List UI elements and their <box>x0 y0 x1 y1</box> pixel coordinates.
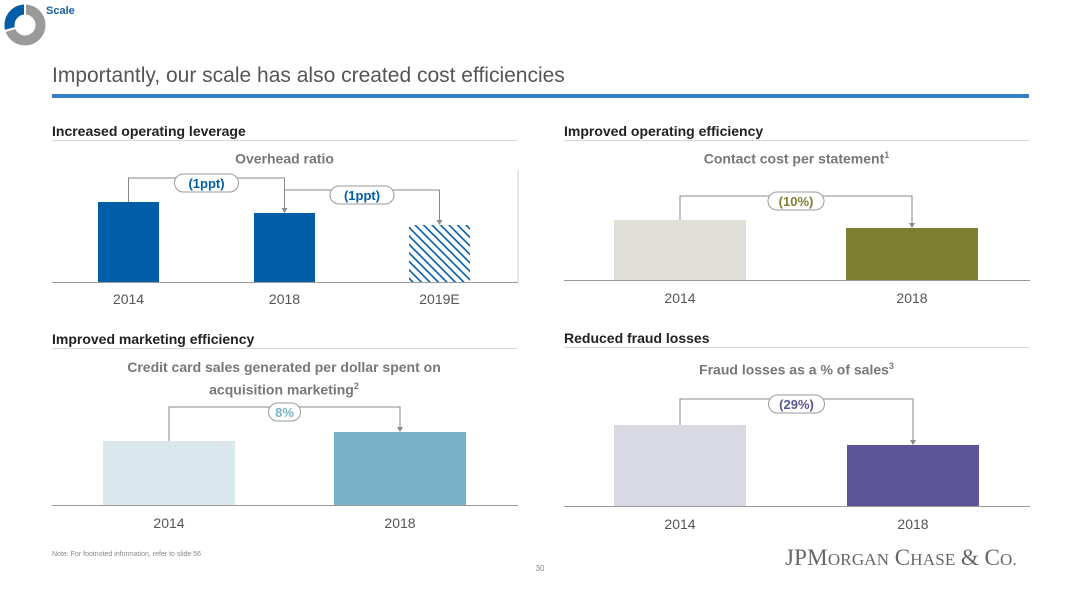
panel-heading-marketing-efficiency: Improved marketing efficiency <box>52 331 255 347</box>
change-label-pill <box>768 394 825 414</box>
bar-2018 <box>847 445 979 506</box>
fraud-losses-chart: 2014 2018 (29%) <box>564 394 1030 532</box>
bracket-arrow <box>397 427 403 432</box>
company-logo: JPMORGAN CHASE & CO. <box>785 545 1017 570</box>
change-label-pill <box>268 402 301 422</box>
title-divider <box>52 94 1029 98</box>
x-tick-label: 2018 <box>897 516 928 532</box>
panel-divider <box>564 140 1029 141</box>
x-tick-label: 2014 <box>664 290 695 306</box>
panel-heading-fraud-losses: Reduced fraud losses <box>564 330 710 346</box>
bar-2018 <box>254 213 315 282</box>
change-label: (1ppt) <box>188 176 224 191</box>
x-tick-label: 2019E <box>419 291 459 307</box>
panel-heading-operating-leverage: Increased operating leverage <box>52 123 246 139</box>
contact-cost-chart: 2014 2018 (10%) <box>564 191 1030 306</box>
change-label: (1ppt) <box>344 188 380 203</box>
x-tick-label: 2014 <box>113 291 144 307</box>
panel-heading-operating-efficiency: Improved operating efficiency <box>564 123 764 139</box>
panel-divider <box>52 348 517 349</box>
change-label-pill <box>174 173 239 193</box>
bar-2019E <box>409 225 470 282</box>
page-number: 30 <box>535 564 545 573</box>
bracket-arrow <box>909 223 915 228</box>
change-label: (10%) <box>779 194 814 209</box>
x-tick-label: 2018 <box>896 290 927 306</box>
chart-title-contact-cost: Contact cost per statement1 <box>703 150 890 167</box>
overhead-ratio-chart: 2014 2018 2019E (1ppt) (1ppt) <box>52 170 519 307</box>
chart-title-fraud-losses: Fraud losses as a % of sales3 <box>699 361 894 378</box>
bracket-arrow <box>436 220 443 225</box>
bracket-arrow <box>910 440 916 445</box>
bar-2014 <box>614 425 746 506</box>
change-label-pill <box>767 191 825 211</box>
chart-title-marketing: Credit card sales generated per dollar s… <box>127 359 441 398</box>
bar-2014 <box>614 220 746 280</box>
x-tick-label: 2014 <box>664 516 695 532</box>
bar-2014 <box>98 202 159 282</box>
x-tick-label: 2018 <box>384 515 415 531</box>
page-title: Importantly, our scale has also created … <box>52 64 565 87</box>
panel-divider <box>52 140 517 141</box>
section-label: Scale <box>46 5 75 17</box>
chart-title-overhead-ratio: Overhead ratio <box>235 150 334 167</box>
change-label: (29%) <box>779 397 814 412</box>
x-tick-label: 2018 <box>269 291 300 307</box>
change-label: 8% <box>275 405 294 420</box>
marketing-efficiency-chart: 2014 2018 8% <box>52 402 518 531</box>
change-label-pill <box>329 185 395 205</box>
scale-donut-icon <box>4 4 46 46</box>
bar-2014 <box>103 441 235 505</box>
footnote: Note: For footnoted information, refer t… <box>52 551 202 558</box>
x-tick-label: 2014 <box>153 515 184 531</box>
panel-divider <box>564 347 1029 348</box>
bar-2018 <box>334 432 466 505</box>
bar-2018 <box>846 228 978 280</box>
